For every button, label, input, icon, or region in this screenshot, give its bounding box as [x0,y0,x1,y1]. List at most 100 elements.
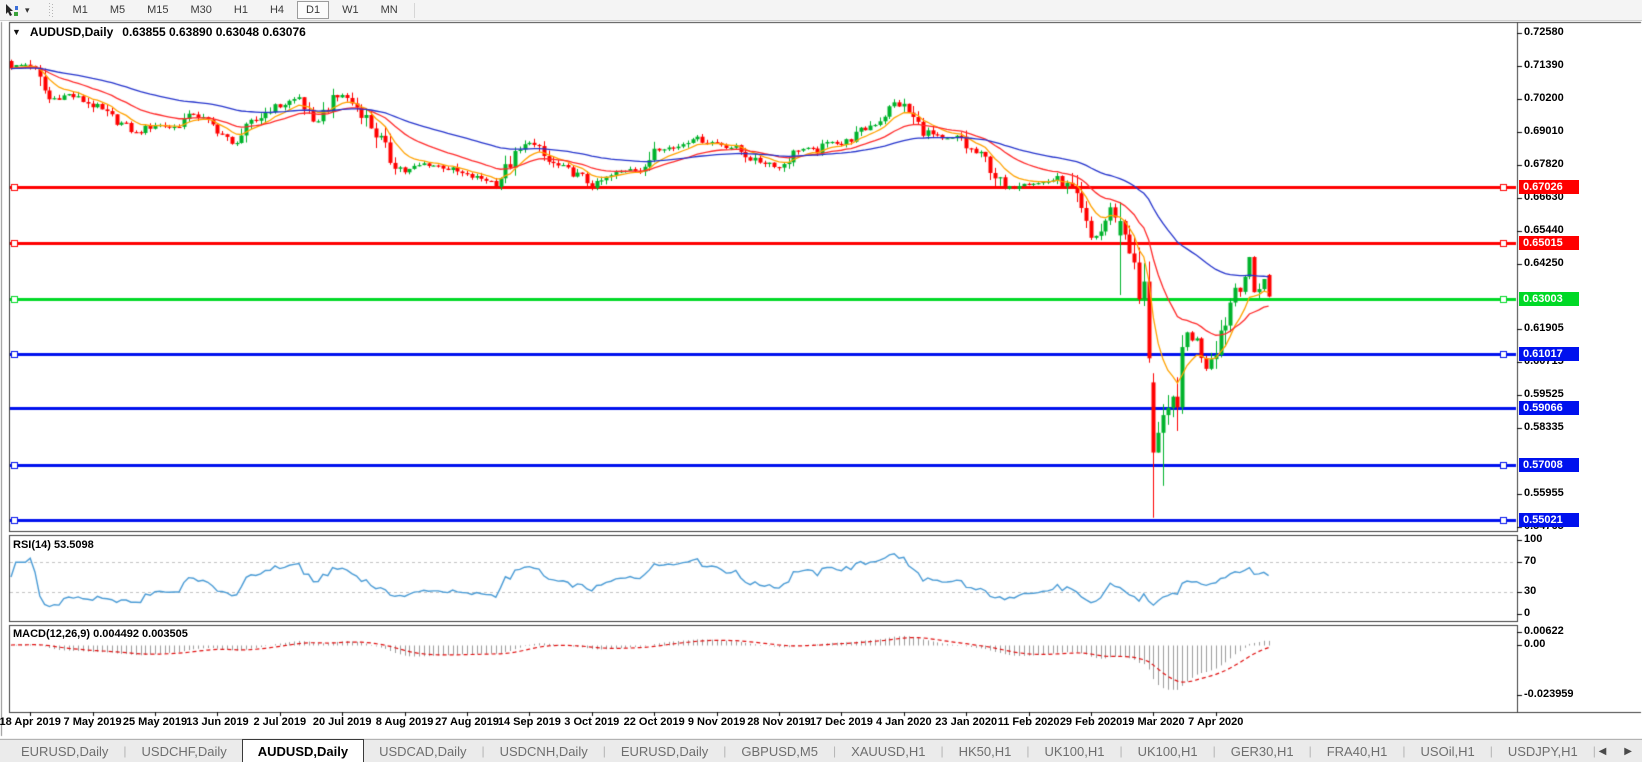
chart-tab-usdcnh-daily[interactable]: USDCNH,Daily [499,743,588,759]
chart-tab-uk100-h1[interactable]: UK100,H1 [1137,743,1198,759]
tab-scroll-left-icon[interactable]: ◀ [1598,745,1607,757]
tab-separator: | [1119,744,1123,758]
timeframe-button-d1[interactable]: D1 [297,1,330,19]
date-tick-label: 11 Feb 2020 [997,716,1060,728]
price-tick-label: 0.61905 [1524,322,1564,335]
chart-tab-usdchf-daily[interactable]: USDCHF,Daily [141,743,227,759]
timeframe-button-m5[interactable]: M5 [109,4,126,16]
chart-tab-gbpusd-m5[interactable]: GBPUSD,M5 [741,743,818,759]
macd-tick-label: -0.023959 [1524,688,1574,701]
tab-separator: | [723,744,727,758]
rsi-tick-label: 70 [1524,555,1537,568]
collapse-chart-icon[interactable]: ▼ [12,27,21,37]
tab-separator: | [481,744,485,758]
timeframe-button-m15[interactable]: M15 [147,4,169,16]
price-tick-label: 0.69010 [1524,124,1564,137]
chart-tab-fra40-h1[interactable]: FRA40,H1 [1326,743,1388,759]
rsi-tick-label: 100 [1524,533,1543,545]
date-tick-label: 28 Nov 2019 [747,716,811,728]
tab-separator: | [940,744,944,758]
date-tick-label: 19 Mar 2020 [1122,716,1185,728]
tab-scroll-controls: ◀ ▶ [1599,740,1632,762]
rsi-tick-label: 30 [1524,584,1537,597]
tab-separator: | [1026,744,1030,758]
timeframe-button-mn[interactable]: MN [380,4,398,16]
tab-separator: | [1308,744,1312,758]
rsi-label: RSI(14) 53.5098 [13,539,94,551]
cursor-tool-glyph [5,3,18,16]
cursor-tool-icon[interactable] [2,2,20,18]
price-line-badge: 0.67026 [1519,180,1579,194]
tab-separator: | [123,744,127,758]
chart-tab-ger30-h1[interactable]: GER30,H1 [1230,743,1294,759]
date-tick-label: 22 Oct 2019 [623,716,685,728]
price-line-badge: 0.63003 [1519,291,1579,306]
date-tick-label: 25 May 2019 [122,716,188,728]
price-line-badge: 0.65015 [1519,235,1579,250]
date-tick-label: 7 May 2019 [63,716,122,728]
date-tick-label: 17 Dec 2019 [809,716,873,728]
timeframe-button-m1[interactable]: M1 [72,4,88,16]
price-tick-label: 0.65440 [1524,223,1564,236]
chart-tab-usdjpy-h1[interactable]: USDJPY,H1 [1507,743,1578,759]
date-tick-label: 23 Jan 2020 [935,716,998,728]
chart-ohlc-values: 0.63855 0.63890 0.63048 0.63076 [122,25,306,39]
date-tick-label: 27 Aug 2019 [435,716,499,728]
macd-label: MACD(12,26,9) 0.004492 0.003505 [13,628,188,640]
price-tick-label: 0.64250 [1524,256,1564,269]
macd-tick-label: 0.00 [1524,638,1546,650]
toolbar-grip-handle[interactable] [48,3,53,17]
rsi-tick-label: 0 [1524,607,1531,619]
chart-title: ▼ AUDUSD,Daily 0.63855 0.63890 0.63048 0… [12,25,306,39]
date-tick-label: 14 Sep 2019 [497,716,561,728]
date-tick-label: 2 Jul 2019 [253,716,307,728]
date-tick-label: 9 Nov 2019 [687,716,746,728]
price-tick-label: 0.67820 [1524,157,1564,170]
tab-separator: | [1592,744,1596,758]
date-tick-label: 3 Oct 2019 [564,716,620,728]
tab-separator: | [602,744,606,758]
macd-tick-label: 0.00622 [1524,624,1564,637]
tab-separator: | [1212,744,1216,758]
chart-tab-eurusd-daily[interactable]: EURUSD,Daily [620,743,709,759]
price-tick-label: 0.55955 [1524,487,1564,499]
timeframe-button-m30[interactable]: M30 [190,4,212,16]
chart-tab-bar: EURUSD,Daily | USDCHF,Daily AUDUSD,Daily USD… [0,739,1642,762]
price-tick-label: 0.72580 [1524,26,1564,38]
price-line-badge: 0.59066 [1519,400,1579,415]
chart-tab-hk50-h1[interactable]: HK50,H1 [958,743,1012,759]
date-tick-label: 8 Aug 2019 [375,716,434,728]
timeframe-button-h4[interactable]: H4 [269,4,285,16]
price-tick-label: 0.58335 [1524,421,1564,433]
tab-separator: | [1402,744,1406,758]
price-line-badge: 0.57008 [1519,457,1579,472]
price-tick-label: 0.70200 [1524,91,1564,104]
chart-tab-audusd-daily[interactable]: AUDUSD,Daily [241,739,365,762]
date-tick-label: 20 Jul 2019 [312,716,372,728]
chart-tab-usoil-h1[interactable]: USOil,H1 [1420,743,1475,759]
chart-tab-uk100-h1[interactable]: UK100,H1 [1044,743,1105,759]
chart-tab-eurusd-daily[interactable]: EURUSD,Daily [21,743,109,759]
price-line-badge: 0.55021 [1519,512,1579,527]
date-tick-label: 18 Apr 2019 [0,716,61,728]
timeframe-button-group: M1 M5 M15 M30 H1 H4 D1 W1 MN [62,1,409,19]
tool-dropdown-caret-icon[interactable]: ▾ [25,4,30,15]
tab-separator: | [1489,744,1493,758]
timeframe-button-h1[interactable]: H1 [233,4,248,16]
date-tick-label: 4 Jan 2020 [875,716,932,728]
price-tick-label: 0.71390 [1524,58,1564,71]
price-tick-label: 0.59525 [1524,388,1564,400]
chart-tab-xauusd-h1[interactable]: XAUUSD,H1 [851,743,926,759]
chart-canvas[interactable] [0,0,1642,740]
date-tick-label: 29 Feb 2020 [1059,716,1123,728]
price-line-badge: 0.61017 [1519,346,1579,361]
chart-symbol-label: AUDUSD,Daily [29,25,114,39]
toolbar: ▾ M1 M5 M15 M30 H1 H4 D1 W1 MN [0,0,1642,21]
date-tick-label: 7 Apr 2020 [1188,716,1244,728]
tab-scroll-right-icon[interactable]: ▶ [1624,745,1632,757]
chart-tabs: EURUSD,Daily | USDCHF,Daily AUDUSD,Daily USD… [0,739,1596,762]
chart-tab-usdcad-daily[interactable]: USDCAD,Daily [379,743,467,759]
timeframe-button-w1[interactable]: W1 [342,4,359,16]
toolbar-separator [413,2,415,18]
